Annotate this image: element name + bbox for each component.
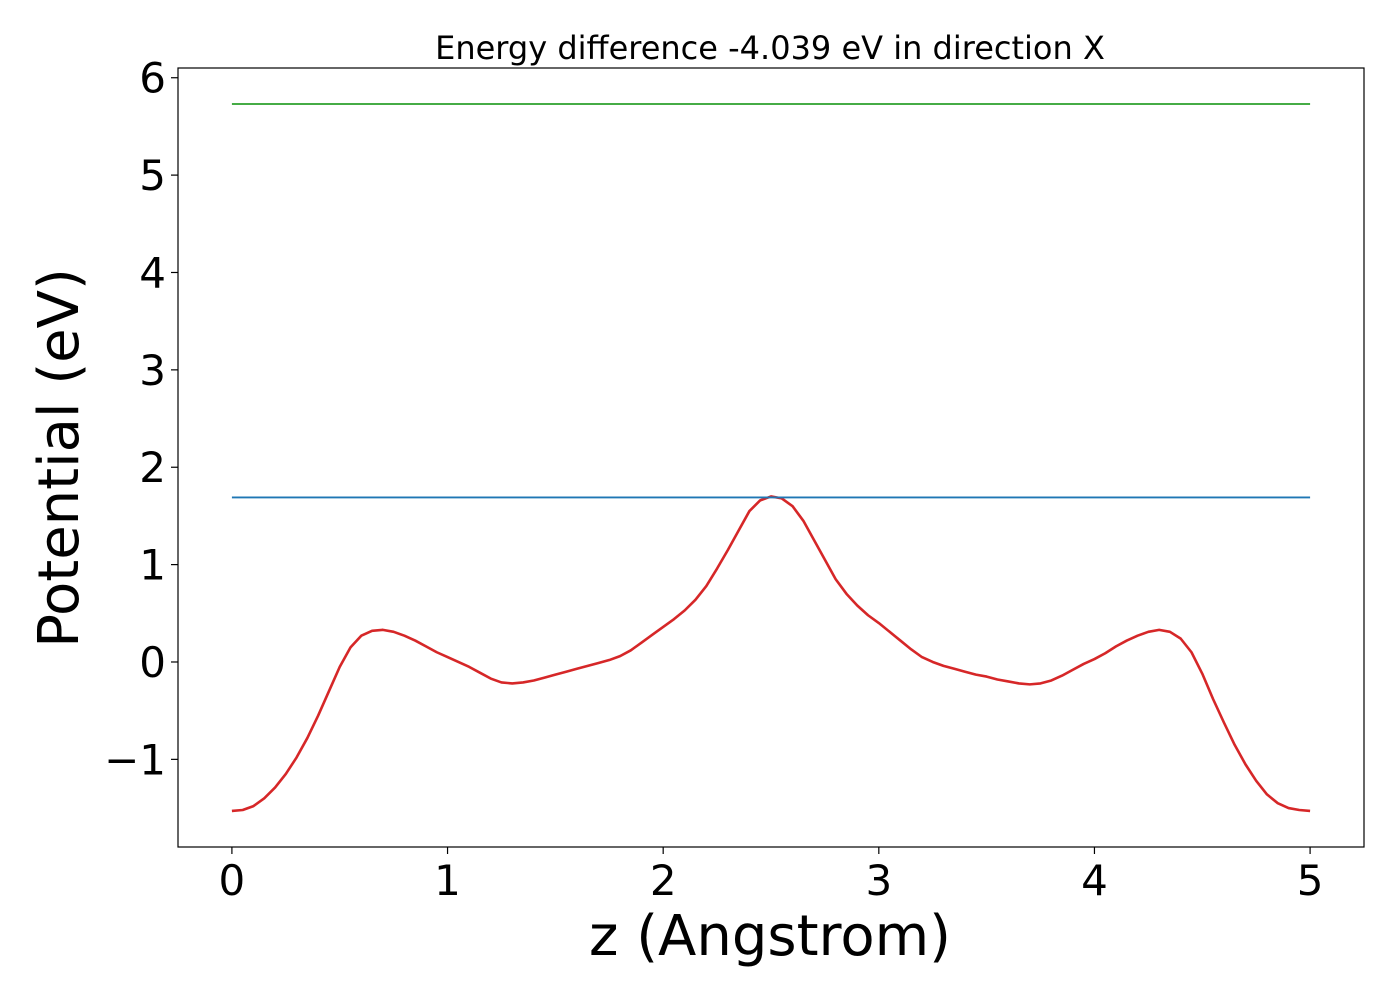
- y-axis-label: Potential (eV): [27, 268, 92, 648]
- x-tick-label: 3: [865, 856, 892, 905]
- x-axis-label: z (Angstrom): [589, 904, 951, 969]
- y-tick-label: 5: [139, 151, 166, 200]
- y-tick-label: 0: [139, 638, 166, 687]
- plot-area: [231, 103, 1311, 813]
- x-tick-label: 1: [434, 856, 461, 905]
- series-line-0: [231, 495, 1311, 813]
- y-tick-label: 6: [139, 54, 166, 103]
- x-tick-label: 5: [1297, 856, 1324, 905]
- chart-title: Energy difference -4.039 eV in direction…: [435, 29, 1105, 67]
- y-tick-label: −1: [104, 735, 166, 784]
- x-tick-label: 2: [650, 856, 677, 905]
- y-tick-label: 2: [139, 443, 166, 492]
- plot-frame: [177, 67, 1365, 848]
- x-axis-ticks: 0 1 2 3 4 5: [219, 847, 1324, 905]
- y-axis-ticks: −1 0 1 2 3 4 5 6: [104, 54, 178, 784]
- y-tick-label: 1: [139, 541, 166, 590]
- x-tick-label: 0: [219, 856, 246, 905]
- y-tick-label: 3: [139, 346, 166, 395]
- x-tick-label: 4: [1081, 856, 1108, 905]
- y-tick-label: 4: [139, 248, 166, 297]
